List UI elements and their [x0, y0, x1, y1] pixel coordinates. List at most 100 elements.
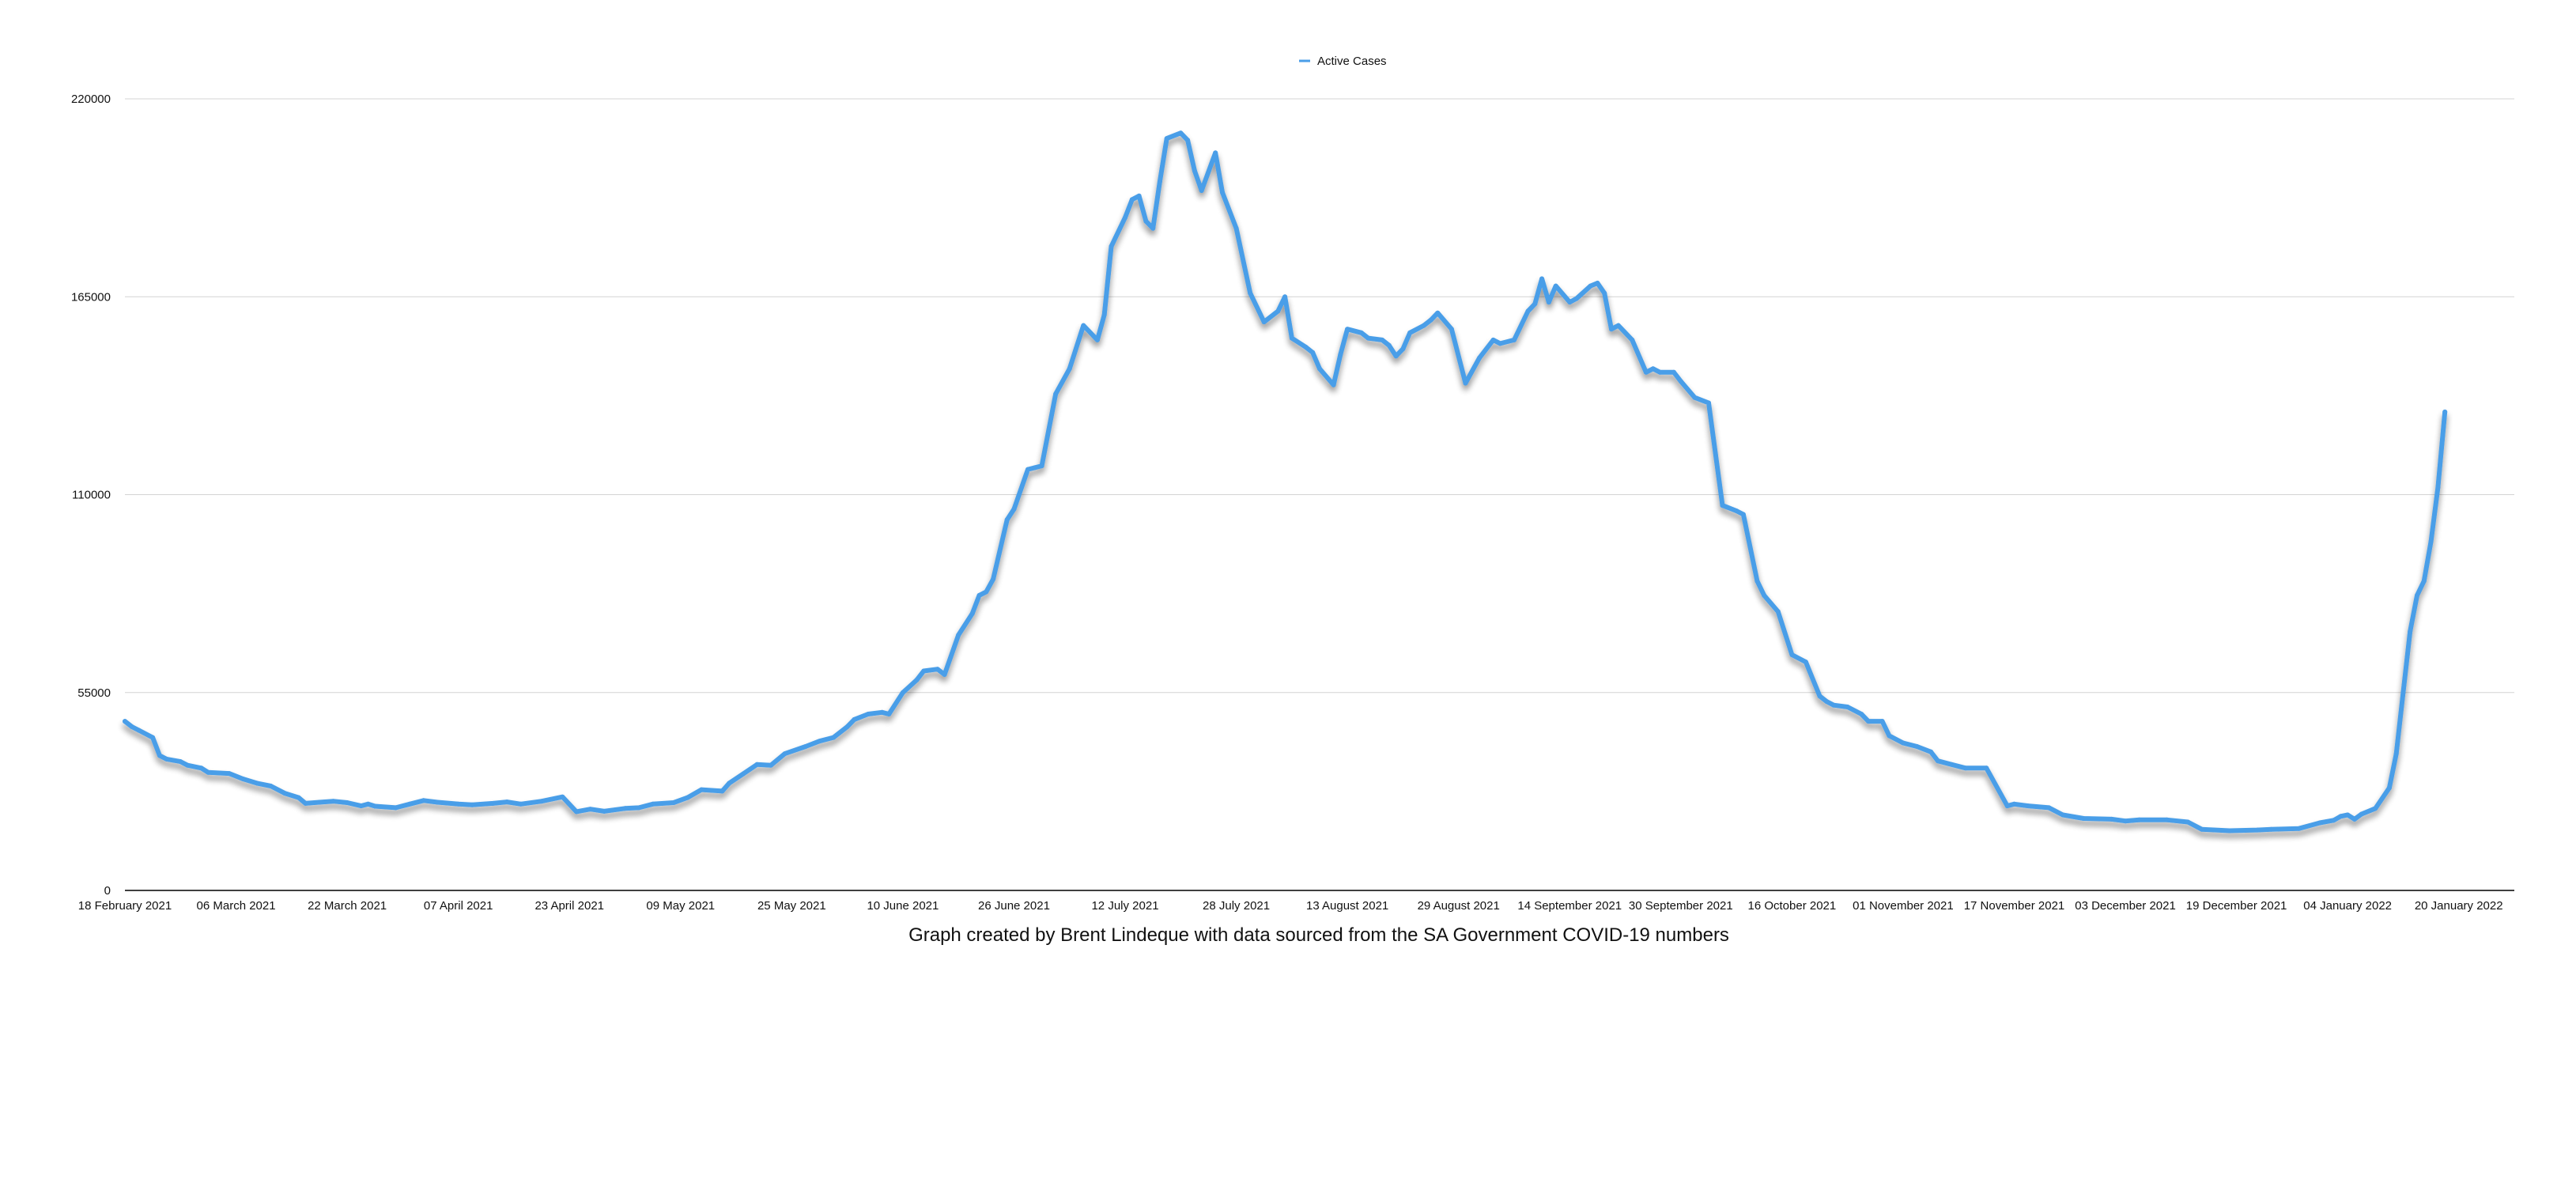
- data-point: [1671, 369, 1676, 375]
- data-point: [1914, 744, 1920, 749]
- data-point: [1435, 310, 1441, 316]
- data-point: [1053, 391, 1059, 397]
- x-tick-label: 28 July 2021: [1203, 899, 1270, 913]
- data-point: [1032, 465, 1037, 471]
- y-tick-label: 110000: [72, 489, 111, 502]
- y-axis-ticks: 0 55000 110000 165000 220000: [71, 93, 111, 898]
- data-point: [345, 800, 350, 805]
- data-point: [622, 806, 628, 811]
- x-tick-label: 17 November 2021: [1964, 899, 2065, 913]
- series-points: [123, 130, 2448, 833]
- data-point: [699, 787, 704, 792]
- data-point: [2359, 811, 2364, 817]
- x-tick-label: 06 March 2021: [197, 899, 276, 913]
- series-layer: [123, 130, 2448, 833]
- data-point: [1539, 276, 1545, 282]
- data-point: [1657, 369, 1663, 375]
- data-point: [2109, 816, 2114, 822]
- data-point: [1220, 190, 1225, 195]
- data-point: [150, 735, 156, 740]
- data-point: [935, 667, 940, 672]
- data-point: [900, 690, 905, 695]
- data-point: [852, 716, 857, 722]
- data-point: [942, 672, 947, 677]
- data-point: [1866, 719, 1871, 724]
- data-point: [2227, 828, 2232, 833]
- data-point: [1463, 380, 1468, 386]
- data-point: [1338, 352, 1343, 357]
- data-point: [330, 799, 336, 804]
- data-point: [1949, 762, 1955, 767]
- data-point: [1477, 355, 1483, 361]
- data-point: [1498, 341, 1503, 346]
- data-point: [455, 801, 461, 807]
- data-point: [636, 805, 642, 811]
- data-point: [1317, 366, 1322, 372]
- data-point: [1588, 283, 1593, 289]
- data-point: [1358, 330, 1364, 335]
- x-tick-label: 04 January 2022: [2303, 899, 2392, 913]
- x-tick-label: 22 March 2021: [308, 899, 387, 913]
- data-point: [976, 592, 982, 598]
- data-point: [1164, 136, 1169, 142]
- data-point: [1532, 301, 1538, 307]
- data-point: [178, 759, 183, 765]
- data-point: [2081, 816, 2087, 821]
- data-point: [2296, 826, 2302, 831]
- data-point: [539, 799, 545, 804]
- data-point: [470, 802, 475, 807]
- data-point: [2442, 409, 2448, 414]
- data-point: [650, 801, 655, 807]
- data-point: [1345, 327, 1350, 332]
- data-point: [1025, 467, 1030, 472]
- data-point: [560, 794, 565, 799]
- data-point: [1935, 758, 1940, 764]
- data-point: [1602, 290, 1607, 296]
- data-point: [1630, 337, 1635, 342]
- data-point: [1512, 337, 1517, 342]
- data-point: [1574, 296, 1579, 301]
- data-point: [317, 799, 322, 805]
- data-point: [226, 771, 232, 777]
- data-point: [574, 809, 579, 815]
- data-point: [1650, 366, 1656, 372]
- data-point: [1185, 138, 1191, 143]
- y-gridlines: [125, 98, 2514, 694]
- data-point: [2421, 578, 2427, 584]
- data-point: [886, 712, 892, 716]
- data-point: [754, 762, 760, 767]
- data-point: [518, 801, 523, 807]
- data-point: [602, 808, 607, 814]
- data-point: [921, 668, 927, 674]
- data-point: [2415, 592, 2419, 598]
- data-point: [1928, 749, 1934, 754]
- x-axis-ticks: 18 February 2021 06 March 2021 22 March 20…: [78, 899, 2503, 913]
- data-point: [2428, 539, 2434, 544]
- data-point: [2373, 806, 2378, 811]
- data-point: [1178, 130, 1184, 136]
- data-point: [1303, 344, 1309, 350]
- data-point: [1775, 609, 1781, 614]
- data-point: [1282, 294, 1288, 300]
- data-point: [740, 771, 746, 777]
- data-point: [1289, 335, 1294, 341]
- data-point: [2393, 751, 2399, 757]
- y-tick-label: 0: [104, 884, 111, 898]
- data-point: [1109, 244, 1114, 249]
- data-point: [1136, 193, 1142, 198]
- x-tick-label: 14 September 2021: [1517, 899, 1622, 913]
- data-point: [587, 807, 593, 812]
- data-point: [1609, 327, 1614, 332]
- data-point: [1067, 366, 1072, 372]
- data-point: [720, 788, 725, 794]
- x-tick-label: 26 June 2021: [978, 899, 1050, 913]
- data-point: [2386, 785, 2392, 791]
- data-point: [1831, 702, 1837, 708]
- data-point: [1845, 705, 1850, 709]
- data-point: [2408, 629, 2413, 634]
- data-point: [1331, 382, 1336, 387]
- legend: Active Cases: [1299, 55, 1387, 68]
- data-point: [1817, 694, 1822, 699]
- data-point: [1101, 312, 1107, 317]
- data-point: [1859, 712, 1864, 716]
